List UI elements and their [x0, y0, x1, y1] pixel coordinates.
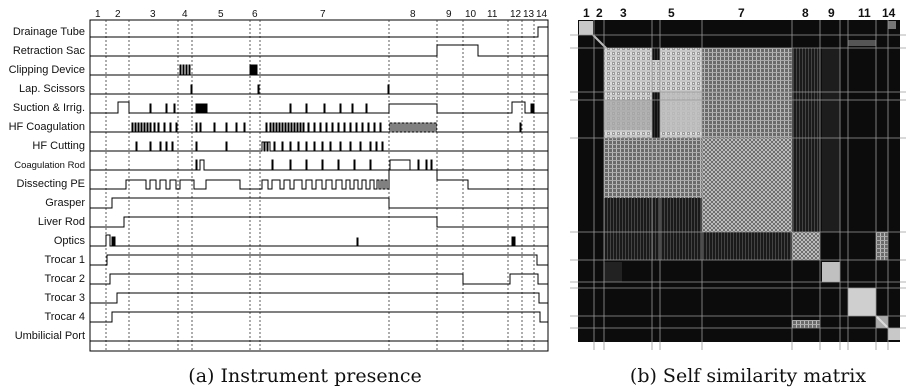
matrix-phase-numbers: 1 2 3 5 7 8 9 11 14 — [583, 6, 896, 20]
signal-trace — [90, 292, 548, 304]
presence-signals — [90, 26, 548, 342]
self-similarity-panel: 1 2 3 5 7 8 9 11 14 — [570, 6, 906, 387]
phase-number: 11 — [858, 6, 871, 20]
phase-number: 5 — [218, 9, 224, 20]
signal-trace — [90, 159, 548, 171]
phase-number: 8 — [802, 6, 809, 20]
phase-number: 9 — [828, 6, 835, 20]
signal-trace — [90, 122, 548, 133]
signal-trace — [90, 141, 548, 152]
presence-phase-numbers: 1 2 3 4 5 6 7 8 9 10 11 12 13 14 — [95, 9, 548, 20]
instrument-label: Trocar 2 — [44, 273, 85, 285]
instrument-label: Lap. Scissors — [19, 83, 86, 95]
phase-number: 1 — [95, 9, 101, 20]
signal-trace — [90, 169, 548, 190]
phase-number: 14 — [536, 9, 548, 20]
phase-number: 5 — [668, 6, 675, 20]
signal-trace — [90, 84, 548, 95]
instrument-label: Retraction Sac — [13, 45, 86, 57]
signal-trace — [90, 273, 548, 285]
phase-number: 1 — [583, 6, 590, 20]
instrument-label: Grasper — [45, 197, 85, 209]
phase-number: 6 — [252, 9, 258, 20]
phase-number: 3 — [150, 9, 156, 20]
phase-number: 9 — [446, 9, 452, 20]
signal-trace — [90, 311, 548, 323]
matrix-blocks — [579, 21, 900, 340]
phase-number: 4 — [182, 9, 188, 20]
phase-number: 10 — [465, 9, 477, 20]
instrument-presence-panel: 1 2 3 4 5 6 7 8 9 10 11 12 13 14 Drainag… — [9, 9, 549, 387]
instrument-label: HF Coagulation — [9, 121, 85, 133]
signal-trace — [90, 197, 548, 209]
instrument-label: Liver Rod — [38, 216, 85, 228]
phase-number: 3 — [620, 6, 627, 20]
instrument-label: HF Cutting — [32, 140, 85, 152]
signal-trace — [90, 26, 548, 38]
instrument-label: Trocar 3 — [44, 292, 85, 304]
phase-number: 7 — [320, 9, 326, 20]
signal-trace — [90, 101, 548, 114]
signal-trace — [90, 64, 548, 76]
signal-trace — [90, 234, 548, 247]
phase-number: 7 — [738, 6, 745, 20]
phase-number: 14 — [882, 6, 896, 20]
phase-number: 12 — [510, 9, 522, 20]
instrument-label: Trocar 4 — [44, 311, 85, 323]
instrument-labels: Drainage Tube Retraction Sac Clipping De… — [9, 26, 86, 342]
phase-number: 2 — [115, 9, 121, 20]
matrix-caption: (b) Self similarity matrix — [630, 365, 866, 387]
presence-caption: (a) Instrument presence — [188, 365, 421, 387]
instrument-label: Trocar 1 — [44, 254, 85, 266]
matrix-gridlines — [570, 20, 906, 350]
phase-number: 8 — [410, 9, 416, 20]
instrument-label: Clipping Device — [9, 64, 85, 76]
phase-number: 13 — [523, 9, 535, 20]
presence-frame — [89, 19, 549, 352]
instrument-label: Dissecting PE — [17, 178, 85, 190]
phase-number: 11 — [487, 9, 498, 20]
instrument-label: Drainage Tube — [13, 26, 85, 38]
instrument-label: Suction & Irrig. — [13, 102, 85, 114]
instrument-label: Coagulation Rod — [14, 160, 85, 171]
signal-trace — [90, 254, 548, 266]
instrument-label: Umbilicial Port — [15, 330, 85, 342]
phase-number: 2 — [596, 6, 603, 20]
signal-trace — [90, 216, 548, 228]
signal-trace — [90, 44, 548, 57]
instrument-label: Optics — [54, 235, 86, 247]
